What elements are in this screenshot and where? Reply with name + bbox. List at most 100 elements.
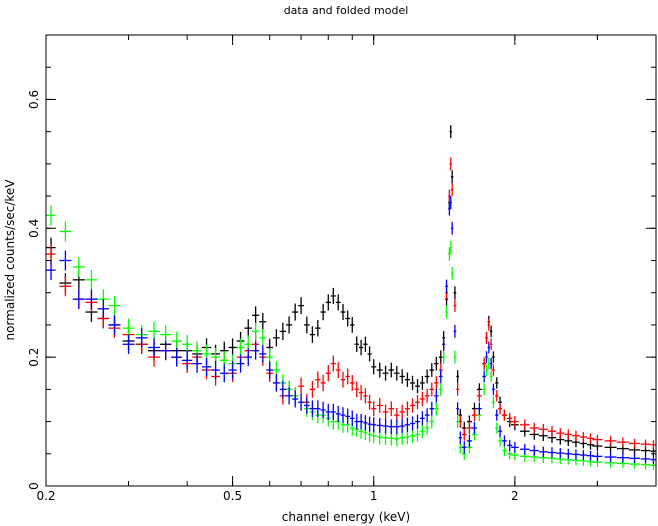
x-tick-label: 0.5 [223,489,242,503]
data-point [228,360,237,380]
data-point [453,350,457,364]
data-point [450,221,454,235]
data-point [340,407,346,424]
data-point [482,370,486,383]
data-point [466,434,472,448]
data-point [445,279,448,293]
data-point [228,338,237,357]
data-point [404,429,411,445]
data-point [450,183,454,197]
data-point [320,374,326,392]
data-point [485,351,488,364]
data-point [325,403,331,421]
data-point [442,337,446,351]
data-point [315,371,321,388]
data-point [201,357,212,377]
data-point [382,418,389,434]
data-point [410,398,416,413]
data-point [458,431,462,444]
data-point [298,377,305,395]
data-point [160,341,172,361]
data-point [309,326,316,343]
data-point [388,362,395,378]
data-point [556,428,565,439]
data-point [340,304,346,321]
data-point [429,382,435,397]
data-point [354,336,359,353]
data-point [461,441,467,454]
data-point [394,431,400,447]
data-point [471,409,477,422]
data-point [434,356,439,371]
data-point [476,402,482,415]
data-point [487,341,491,354]
data-point [279,380,287,398]
data-point [354,381,359,398]
data-point [449,241,452,255]
data-point [335,405,341,422]
data-point [650,455,657,465]
data-point [279,322,287,340]
data-point [220,364,229,383]
x-tick-label: 1 [370,489,378,503]
data-point [72,257,85,277]
data-point [330,403,336,420]
data-point [434,376,439,390]
data-point [604,452,617,462]
y-axis-label: normalized counts/sec/keV [3,179,17,341]
data-point [491,396,495,408]
data-point [358,384,364,401]
data-point [108,295,121,316]
data-point [363,388,368,404]
y-tick-label: 0 [27,482,41,490]
data-point [616,452,629,463]
data-point [340,371,346,388]
data-point [85,270,98,290]
y-tick-label: 0.4 [27,219,41,238]
series-1 [46,157,657,450]
data-point [485,364,488,376]
data-point [367,394,372,410]
data-point [419,375,425,390]
data-point [171,331,183,351]
data-point [404,372,411,387]
data-point [438,382,443,397]
data-point [592,451,603,462]
data-point [538,424,548,435]
data-point [434,401,439,416]
x-axis-label: channel energy (keV) [282,510,410,524]
data-point [350,317,355,333]
data-point [376,417,383,433]
data-point [182,334,193,354]
data-point [320,303,326,321]
data-point [335,294,341,311]
data-point [442,350,446,364]
data-point [429,401,435,416]
data-point [495,409,499,421]
data-point [59,250,72,271]
data-point [315,400,321,417]
data-point [382,365,389,381]
data-point [604,436,617,446]
data-point [350,410,355,427]
data-point [419,424,425,439]
data-point [456,402,459,416]
data-point [399,418,405,434]
data-point [236,338,245,357]
data-point [628,438,641,449]
data-point [160,325,172,345]
y-tick-label: 0.6 [27,90,41,109]
data-point [399,369,405,384]
data-point [292,303,299,321]
data-point [192,354,202,373]
data-point [476,389,482,402]
data-point [148,321,161,341]
data-point [388,419,395,435]
data-point [46,205,56,226]
data-point [59,221,72,242]
data-point [148,337,161,357]
data-point [211,360,221,380]
data-point [461,428,467,441]
data-point [511,416,519,428]
data-point [434,388,439,403]
